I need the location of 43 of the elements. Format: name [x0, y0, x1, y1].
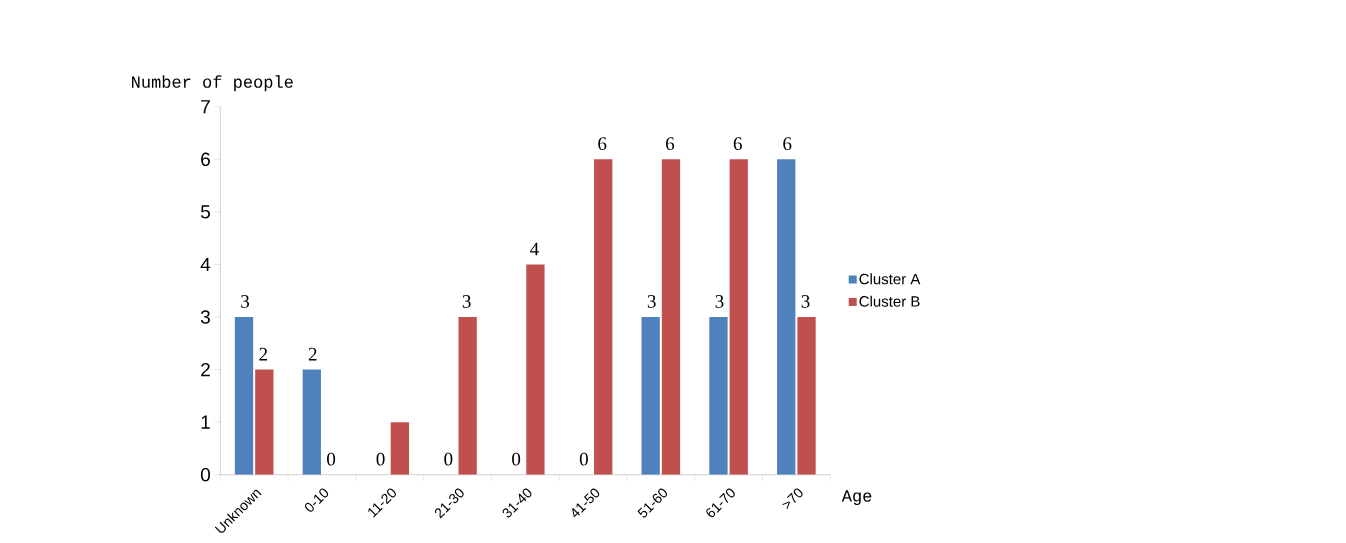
bar: [729, 159, 748, 475]
bar: [709, 317, 728, 475]
data-label: 0: [512, 452, 521, 466]
data-label: 6: [733, 137, 742, 151]
bar: [458, 317, 477, 475]
bar: [777, 159, 796, 475]
data-label: 0: [444, 452, 453, 466]
y-tick-label: 5: [200, 205, 210, 219]
data-label: 3: [462, 295, 471, 308]
data-label: 0: [376, 452, 385, 466]
legend-label: Cluster A: [859, 273, 921, 285]
y-tick-label: 7: [201, 100, 210, 114]
y-tick-label: 2: [201, 362, 210, 377]
data-label: 0: [327, 452, 336, 466]
data-label: 3: [715, 295, 724, 308]
x-tick-label: >70: [782, 488, 803, 510]
bar: [526, 264, 545, 475]
bar: [641, 317, 660, 475]
bar: [302, 369, 321, 475]
bar: [661, 159, 681, 475]
y-axis-title: Number of people: [132, 75, 293, 92]
y-tick-label: 6: [201, 152, 210, 167]
x-axis-title: Age: [841, 490, 872, 506]
data-label: 3: [241, 295, 250, 308]
data-label: 3: [801, 295, 810, 308]
y-tick-label: 1: [201, 415, 210, 429]
data-label: 6: [666, 137, 675, 151]
y-tick-label: 0: [200, 468, 210, 482]
bar: [594, 159, 613, 475]
bar: [255, 369, 274, 475]
data-label: 6: [598, 137, 607, 151]
data-label: 4: [530, 242, 539, 256]
bar: [390, 422, 410, 475]
data-label: 3: [647, 295, 656, 308]
data-label: 0: [579, 452, 588, 466]
bar: [797, 317, 816, 475]
data-label: 2: [259, 347, 268, 361]
data-label: 6: [783, 137, 792, 151]
y-tick-label: 4: [200, 257, 211, 271]
y-tick-label: 3: [200, 310, 210, 324]
data-label: 2: [308, 347, 317, 361]
bar: [234, 317, 254, 475]
legend-label: Cluster B: [859, 295, 920, 307]
